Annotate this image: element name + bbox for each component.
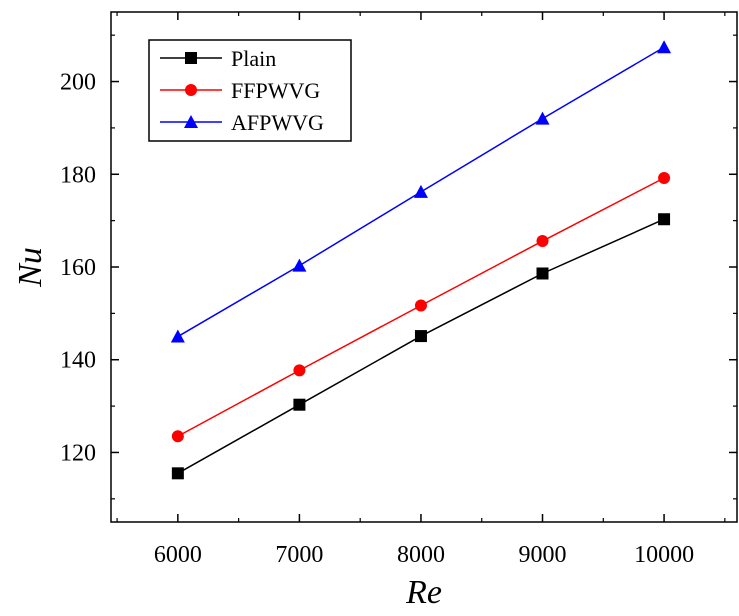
legend-marker-ffpwvg [185,84,197,96]
data-series-group [170,40,672,480]
x-tick-label: 9000 [519,542,567,568]
data-point-plain [171,467,184,480]
legend-marker-afpwvg [184,115,198,128]
legend-label-ffpwvg: FFPWVG [231,78,320,103]
x-tick-label: 10000 [634,542,694,568]
y-tick-label: 120 [60,440,96,466]
data-point-ffpwvg [536,235,549,248]
x-axis-ticks: 6000 7000 8000 9000 10000 [116,12,726,568]
data-point-ffpwvg [293,364,306,377]
x-tick-label: 7000 [275,542,323,568]
data-point-afpwvg [657,40,672,54]
data-point-plain [414,330,427,343]
legend-marker-plain [185,52,197,64]
data-point-afpwvg [292,258,307,272]
y-tick-label: 180 [60,162,96,188]
data-point-afpwvg [535,111,550,125]
legend-label-plain: Plain [231,46,276,71]
y-tick-label: 140 [60,348,96,374]
data-point-ffpwvg [414,299,427,312]
data-point-plain [658,213,671,226]
series-ffpwvg [171,171,671,443]
data-point-afpwvg [170,329,185,343]
data-point-plain [536,267,549,280]
series-line-plain [177,218,665,474]
series-plain [171,213,671,480]
y-tick-label: 200 [60,70,96,96]
data-point-ffpwvg [658,171,671,184]
data-point-plain [293,398,306,411]
data-point-ffpwvg [171,430,184,443]
x-tick-label: 6000 [154,542,202,568]
x-axis-title: Re [405,574,442,611]
y-tick-label: 160 [60,255,96,281]
series-afpwvg [170,40,672,343]
y-axis-title: Nu [12,247,49,288]
data-point-afpwvg [413,184,428,198]
legend-label-afpwvg: AFPWVG [231,110,324,135]
y-axis-ticks: 120 140 160 180 200 [60,34,737,500]
legend: Plain FFPWVG AFPWVG [148,39,352,142]
x-tick-label: 8000 [397,542,445,568]
